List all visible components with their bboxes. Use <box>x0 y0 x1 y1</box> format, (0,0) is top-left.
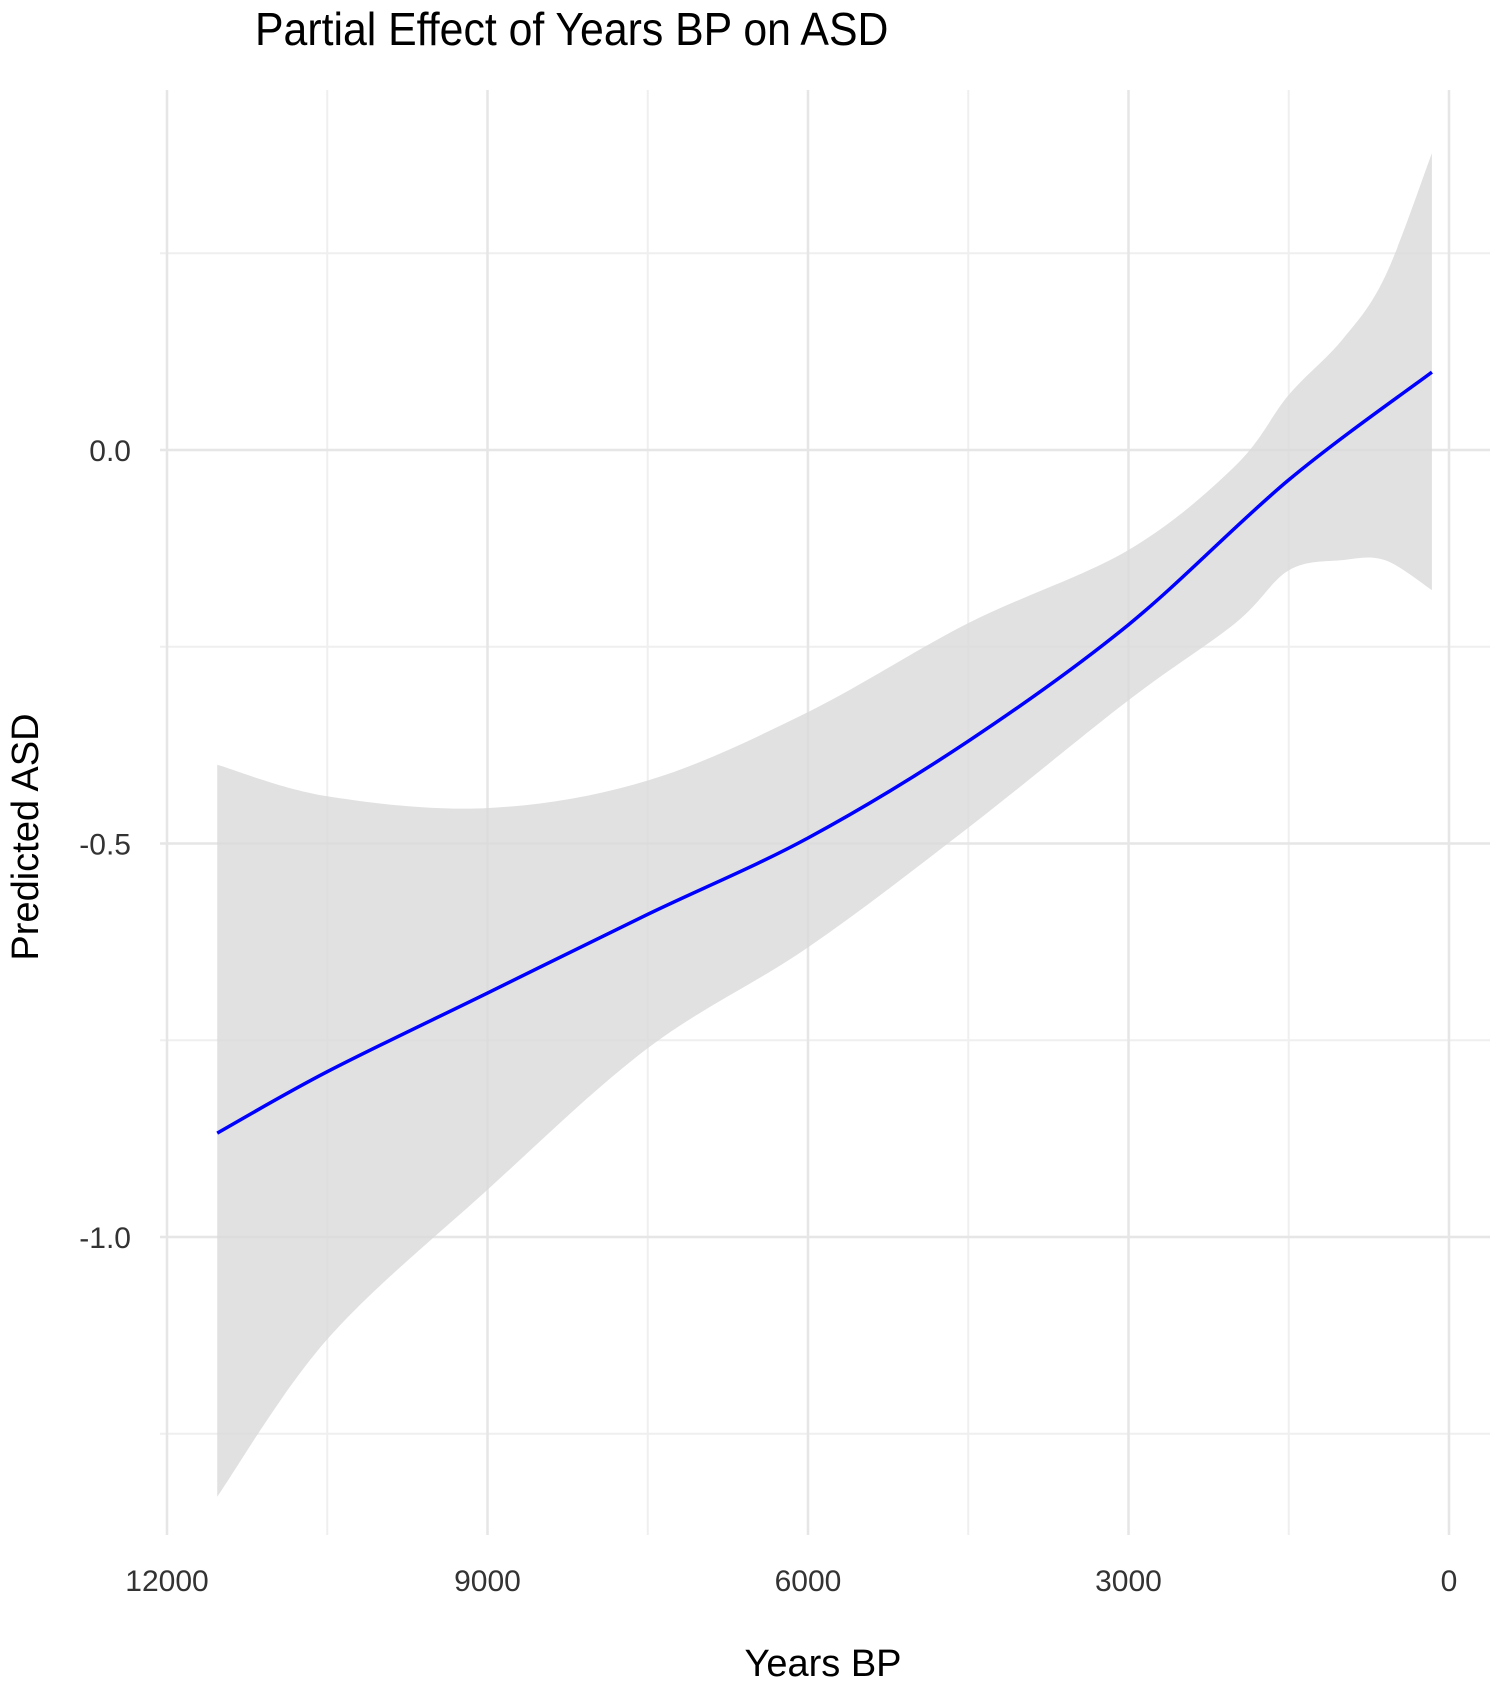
fit-line <box>216 370 1433 1135</box>
chart-title: Partial Effect of Years BP on ASD <box>255 3 889 55</box>
y-tick-label: 0.0 <box>89 435 131 468</box>
confidence-band <box>217 153 1432 1497</box>
y-tick-label: -0.5 <box>79 829 131 862</box>
x-tick-label: 9000 <box>454 1565 521 1598</box>
x-tick-label: 0 <box>1441 1565 1458 1598</box>
y-tick-label: -1.0 <box>79 1222 131 1255</box>
x-tick-label: 3000 <box>1095 1565 1162 1598</box>
y-axis-label: Predicted ASD <box>5 713 47 960</box>
x-tick-label: 12000 <box>125 1565 208 1598</box>
y-axis-ticks: 0.0 -0.5 -1.0 <box>79 435 131 1255</box>
x-tick-label: 6000 <box>775 1565 842 1598</box>
x-axis-label: Years BP <box>744 1643 901 1682</box>
x-axis-ticks: 12000 9000 6000 3000 0 <box>125 1565 1457 1598</box>
